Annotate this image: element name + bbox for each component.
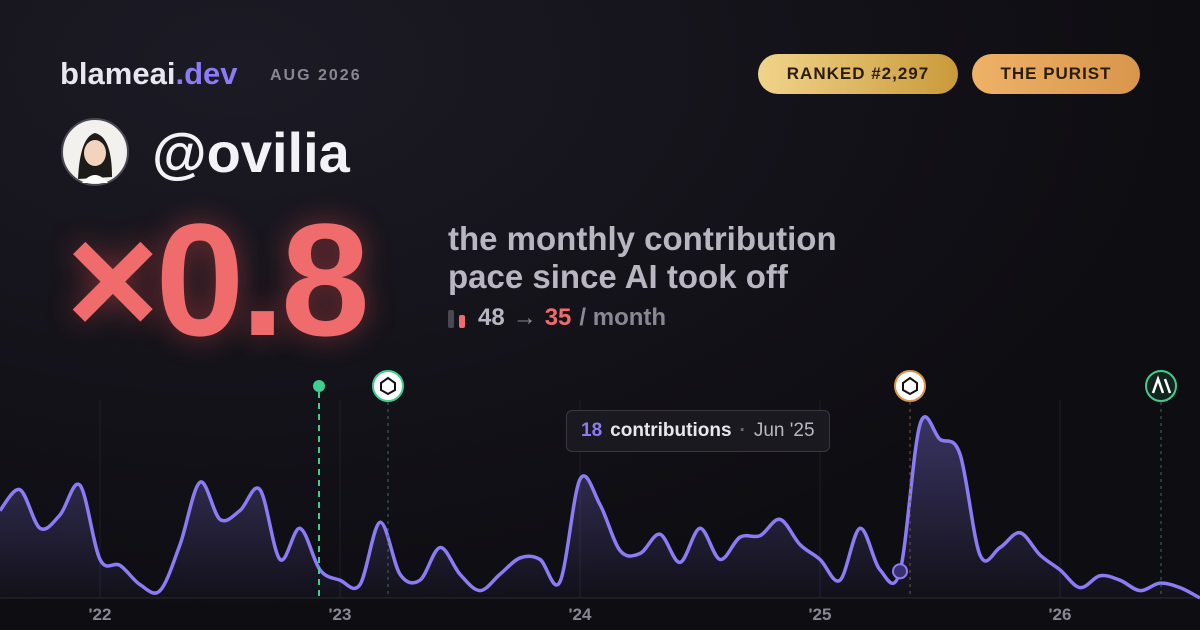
tooltip-unit: contributions bbox=[610, 420, 732, 441]
headline-line: the monthly contribution bbox=[448, 220, 837, 257]
pace-after: 35 bbox=[544, 304, 572, 331]
brand: blameai.dev bbox=[60, 56, 237, 92]
events bbox=[313, 370, 1177, 598]
pace-before: 48 bbox=[478, 304, 505, 331]
line bbox=[0, 415, 1200, 600]
event-icon bbox=[372, 370, 404, 402]
rank-badge: RANKED #2,297 bbox=[758, 54, 958, 94]
pace-icon bbox=[448, 310, 465, 328]
highlight-point bbox=[892, 563, 908, 580]
tooltip-date: Jun '25 bbox=[753, 420, 815, 441]
tooltip: 18 contributions · Jun '25 bbox=[566, 410, 830, 452]
brand-name: blameai bbox=[60, 56, 176, 91]
headline-line: pace since AI took off bbox=[448, 258, 788, 295]
x-tick-label: '22 bbox=[89, 605, 112, 624]
period: AUG 2026 bbox=[270, 67, 362, 84]
avatar bbox=[61, 118, 129, 186]
x-tick-label: '24 bbox=[569, 605, 592, 624]
event-glyph bbox=[902, 376, 918, 396]
event-icon bbox=[894, 370, 926, 402]
multiplier: ×0.8 bbox=[66, 190, 370, 369]
event-glyph bbox=[380, 376, 396, 396]
x-tick-label: '26 bbox=[1049, 605, 1072, 624]
persona-badge: THE PURIST bbox=[972, 54, 1140, 94]
event-glyph bbox=[1151, 375, 1172, 394]
headline-text: the monthly contribution pace since AI to… bbox=[448, 220, 837, 296]
pace-unit: / month bbox=[579, 304, 667, 331]
tooltip-separator: · bbox=[739, 420, 746, 441]
handle: @ovilia bbox=[152, 121, 350, 184]
tooltip-value: 18 bbox=[581, 420, 603, 441]
x-tick-label: '23 bbox=[329, 605, 352, 624]
brand-tld: .dev bbox=[175, 56, 238, 91]
pace: 48 → 35 / month bbox=[448, 304, 666, 332]
pace-arrow: → bbox=[512, 304, 537, 331]
x-tick-label: '25 bbox=[809, 605, 832, 624]
event-dot bbox=[313, 380, 325, 392]
